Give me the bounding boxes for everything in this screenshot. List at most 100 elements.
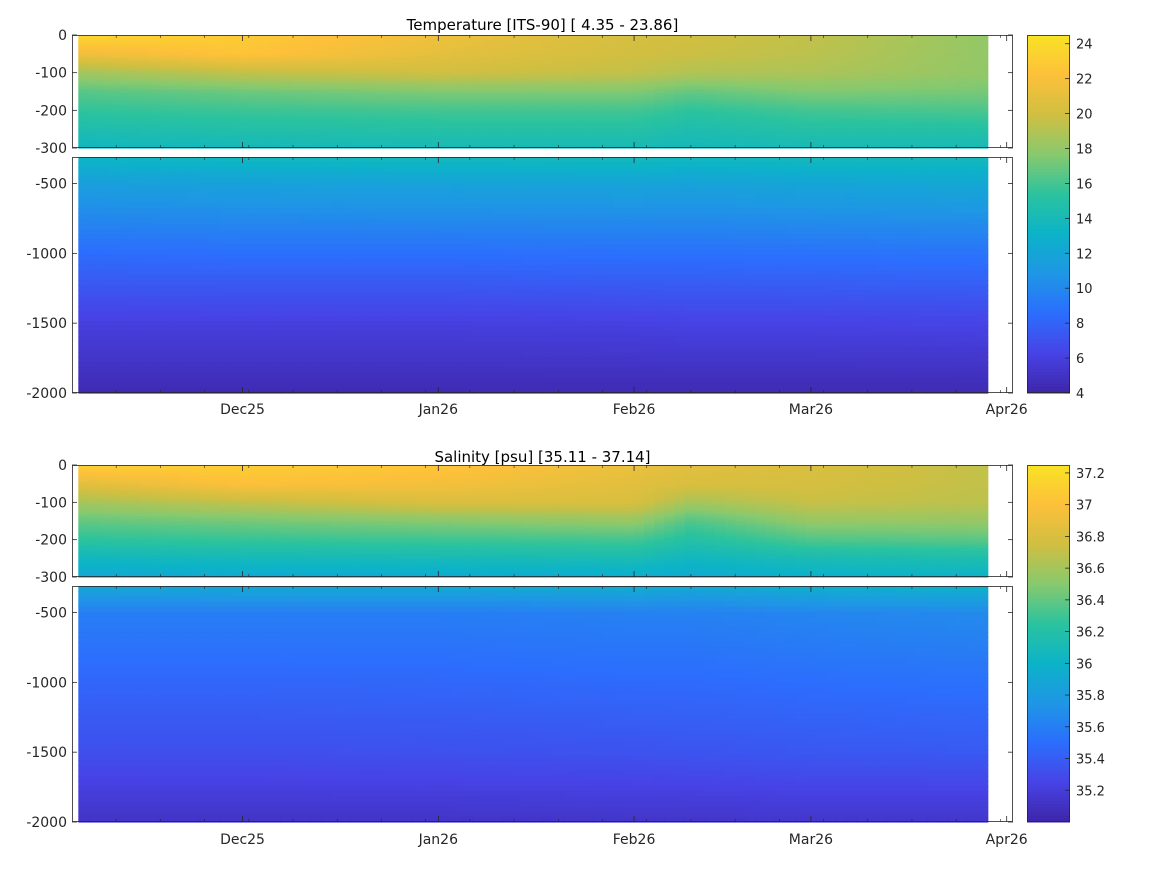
field-cell xyxy=(381,74,393,78)
field-cell xyxy=(937,116,948,120)
field-cell xyxy=(502,93,514,98)
field-cell xyxy=(239,316,251,322)
field-cell xyxy=(78,76,90,80)
field-cell xyxy=(644,113,655,117)
field-cell xyxy=(472,113,484,117)
field-cell xyxy=(795,96,807,100)
field-cell xyxy=(613,86,625,90)
field-cell xyxy=(886,69,898,73)
field-cell xyxy=(199,249,211,256)
field-cell xyxy=(330,47,342,51)
field-cell xyxy=(815,64,827,68)
field-cell xyxy=(138,310,150,317)
field-cell xyxy=(836,103,847,107)
field-cell xyxy=(270,96,281,100)
field-cell xyxy=(219,249,231,256)
field-cell xyxy=(462,118,473,122)
field-cell xyxy=(280,52,292,56)
field-cell xyxy=(239,145,251,149)
field-cell xyxy=(856,96,868,100)
field-cell xyxy=(917,116,928,120)
field-cell xyxy=(785,101,797,105)
field-cell xyxy=(169,140,180,144)
field-cell xyxy=(805,138,817,142)
field-cell xyxy=(381,103,393,107)
field-cell xyxy=(694,98,706,102)
field-cell xyxy=(290,140,302,144)
field-cell xyxy=(452,86,463,90)
field-cell xyxy=(502,71,514,75)
field-cell xyxy=(169,372,180,379)
field-cell xyxy=(88,123,100,127)
field-cell xyxy=(543,113,554,117)
field-cell xyxy=(431,37,443,41)
field-cell xyxy=(78,59,90,63)
field-cell xyxy=(917,64,928,68)
field-cell xyxy=(199,192,211,199)
field-cell xyxy=(351,71,362,75)
field-cell xyxy=(108,98,120,102)
field-cell xyxy=(78,228,90,235)
field-cell xyxy=(967,108,979,112)
field-cell xyxy=(320,35,332,39)
field-cell xyxy=(199,62,211,66)
field-cell xyxy=(502,125,514,129)
field-cell xyxy=(553,91,564,95)
field-cell xyxy=(310,91,322,95)
field-cell xyxy=(280,86,292,90)
field-cell xyxy=(896,79,908,83)
field-cell xyxy=(330,143,342,147)
field-cell xyxy=(239,128,251,132)
field-cell xyxy=(88,69,100,73)
field-cell xyxy=(967,116,979,120)
field-cell xyxy=(512,96,524,100)
field-cell xyxy=(735,125,746,129)
field-cell xyxy=(199,118,211,122)
field-cell xyxy=(826,44,837,48)
field-cell xyxy=(896,64,908,68)
field-cell xyxy=(543,98,554,102)
field-cell xyxy=(765,71,777,75)
field-cell xyxy=(179,249,191,256)
field-cell xyxy=(78,62,90,66)
field-cell xyxy=(108,101,120,105)
field-cell xyxy=(421,86,433,90)
field-cell xyxy=(421,101,433,105)
field-cell xyxy=(199,208,211,215)
field-cell xyxy=(239,300,251,307)
field-cell xyxy=(431,64,443,68)
field-cell xyxy=(765,52,777,56)
field-cell xyxy=(411,133,423,137)
field-cell xyxy=(219,187,231,194)
field-cell xyxy=(300,86,312,90)
field-cell xyxy=(563,118,575,122)
field-cell xyxy=(149,71,160,75)
field-cell xyxy=(442,59,453,63)
field-cell xyxy=(462,39,473,43)
field-cell xyxy=(310,106,322,110)
field-cell xyxy=(462,76,473,80)
field-cell xyxy=(431,59,443,63)
field-cell xyxy=(573,69,585,73)
field-cell xyxy=(250,135,261,139)
field-cell xyxy=(674,76,686,80)
field-cell xyxy=(118,213,130,220)
field-cell xyxy=(856,49,868,53)
field-cell xyxy=(694,57,706,61)
field-cell xyxy=(159,321,170,327)
field-cell xyxy=(674,128,686,132)
field-cell xyxy=(745,84,756,88)
field-cell xyxy=(239,362,251,368)
field-cell xyxy=(159,310,170,317)
field-cell xyxy=(735,76,746,80)
field-cell xyxy=(684,135,696,139)
field-cell xyxy=(320,57,332,61)
field-cell xyxy=(229,331,241,338)
field-cell xyxy=(169,62,180,66)
field-cell xyxy=(118,44,130,48)
field-cell xyxy=(452,96,463,100)
field-cell xyxy=(826,98,837,102)
field-cell xyxy=(967,123,979,127)
field-cell xyxy=(775,35,787,39)
field-cell xyxy=(553,101,564,105)
